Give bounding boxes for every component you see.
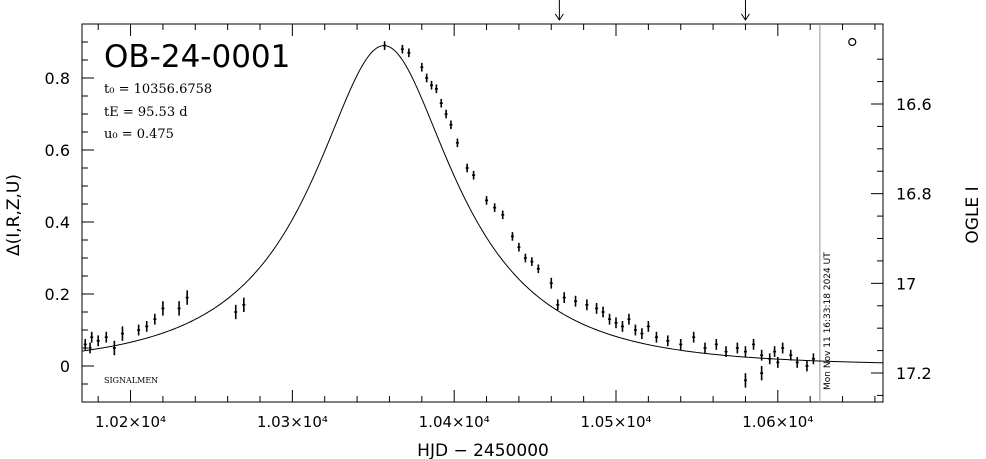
y-left-tick-label: 0.2 [45,285,70,304]
y-left-tick-label: 0 [60,357,70,376]
plot-frame [81,23,884,403]
y-right-tick-label: 17 [896,274,916,293]
y-left-tick-label: 0.6 [45,141,70,160]
param-t0: t₀ = 10356.6758 [104,82,212,97]
y-axis-right-label: OGLE I [963,186,983,243]
timestamp-label: Mon Nov 11 16:33:18 2024 UT [823,252,833,390]
circle-marker [848,37,857,47]
x-tick-label: 1.05×10⁴ [580,413,651,431]
param-tE: tE = 95.53 d [104,105,188,120]
signature: SIGNALMEN [104,376,158,385]
x-tick-label: 1.06×10⁴ [742,413,813,431]
x-axis-label: HJD − 2450000 [417,441,549,459]
y-right-tick-label: 16.6 [896,95,932,114]
y-left-tick-label: 0.8 [45,69,70,88]
y-axis-left-label: Δ(I,R,Z,U) [4,174,24,256]
x-tick-label: 1.03×10⁴ [257,413,328,431]
top-arrow-head [554,13,564,21]
x-tick-label: 1.02×10⁴ [95,413,166,431]
y-left-tick-label: 0.4 [45,213,70,232]
model-curve [81,45,884,364]
chart-title: OB-24-0001 [104,39,290,75]
param-u0: u₀ = 0.475 [104,127,174,142]
top-arrow-head [741,13,750,21]
y-right-tick-label: 17.2 [896,364,932,383]
x-tick-label: 1.04×10⁴ [419,413,490,431]
y-right-tick-label: 16.8 [896,185,932,204]
